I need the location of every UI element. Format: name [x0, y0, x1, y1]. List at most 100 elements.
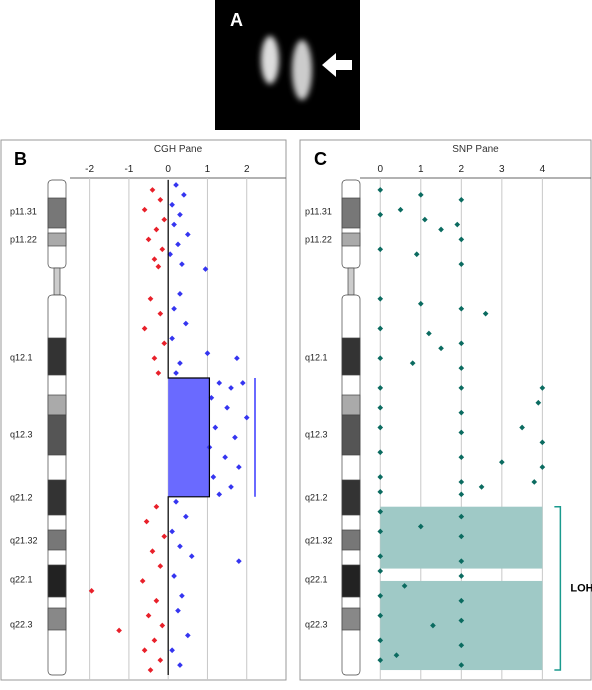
- point: [161, 533, 168, 540]
- point: [458, 409, 465, 416]
- point: [228, 385, 234, 391]
- point: [458, 261, 465, 267]
- point: [458, 479, 465, 485]
- point: [377, 612, 384, 619]
- panel-label: A: [230, 10, 243, 30]
- point: [236, 558, 242, 564]
- point: [216, 491, 223, 498]
- gain-region: [168, 378, 210, 497]
- point: [539, 439, 546, 446]
- point: [177, 291, 183, 297]
- point: [393, 652, 400, 659]
- point: [236, 464, 242, 470]
- x-tick-label: -1: [124, 164, 133, 175]
- point: [171, 305, 177, 312]
- x-tick-label: -2: [85, 164, 94, 175]
- point: [175, 241, 181, 248]
- point: [458, 597, 465, 604]
- point: [438, 345, 444, 352]
- point: [141, 325, 148, 332]
- point: [175, 607, 181, 614]
- point: [188, 553, 195, 560]
- loh-label: LOH: [570, 582, 592, 594]
- point: [169, 335, 175, 342]
- point: [377, 657, 384, 663]
- point: [454, 221, 461, 228]
- x-tick-label: 2: [244, 164, 250, 175]
- point: [377, 187, 384, 193]
- point: [157, 196, 164, 203]
- band-label: q21.32: [10, 535, 38, 545]
- point: [401, 583, 408, 589]
- point: [155, 263, 162, 270]
- point: [210, 474, 217, 480]
- point: [169, 201, 175, 208]
- point: [171, 573, 177, 579]
- band-label: q12.1: [10, 352, 33, 362]
- point: [212, 424, 219, 431]
- point: [159, 246, 166, 253]
- point: [232, 434, 238, 441]
- point: [151, 637, 158, 644]
- point: [458, 617, 465, 624]
- point: [377, 592, 384, 599]
- band-label: q21.32: [305, 535, 333, 545]
- point: [458, 305, 465, 312]
- loh-region: [380, 580, 543, 671]
- point: [173, 370, 179, 376]
- point: [228, 484, 234, 490]
- band-label: q22.3: [10, 619, 33, 629]
- point: [377, 385, 384, 391]
- point: [147, 667, 154, 673]
- point: [177, 360, 183, 366]
- point: [184, 632, 191, 639]
- segment-line: [167, 180, 211, 675]
- band-label: q21.2: [10, 492, 33, 502]
- point: [184, 231, 191, 238]
- point: [173, 498, 179, 505]
- chromosomes: [261, 36, 312, 100]
- point: [377, 489, 384, 495]
- point: [458, 491, 465, 498]
- point: [157, 310, 164, 317]
- point: [377, 355, 384, 362]
- point: [183, 320, 189, 327]
- point: [397, 206, 404, 213]
- point: [239, 380, 246, 386]
- ideogram: [47, 179, 67, 676]
- point: [458, 454, 465, 461]
- band-label: p11.31: [305, 206, 332, 216]
- point: [377, 508, 384, 515]
- point: [377, 404, 384, 411]
- point: [149, 548, 156, 555]
- point: [519, 424, 525, 431]
- point: [377, 424, 384, 431]
- point: [539, 385, 546, 391]
- point: [216, 380, 223, 386]
- point: [478, 484, 485, 490]
- point: [141, 206, 148, 213]
- panel-frame: [0, 139, 287, 681]
- point: [458, 558, 465, 564]
- band-label: q22.3: [305, 619, 328, 629]
- point: [426, 330, 432, 337]
- band-label: p11.22: [305, 234, 332, 244]
- band-label: p11.31: [10, 206, 37, 216]
- point: [430, 622, 436, 629]
- point: [458, 429, 465, 436]
- point: [116, 627, 122, 634]
- panel-title: SNP Pane: [452, 144, 499, 155]
- point: [458, 340, 465, 347]
- point: [155, 370, 162, 376]
- point: [173, 182, 179, 188]
- arrow: [322, 53, 352, 77]
- point: [222, 454, 228, 461]
- band-label: p11.22: [10, 234, 37, 244]
- point: [141, 647, 148, 654]
- band-label: q21.2: [305, 492, 328, 502]
- panel-a: A: [215, 0, 360, 130]
- band-label: q12.3: [305, 429, 328, 439]
- point: [177, 211, 183, 218]
- point: [458, 236, 465, 243]
